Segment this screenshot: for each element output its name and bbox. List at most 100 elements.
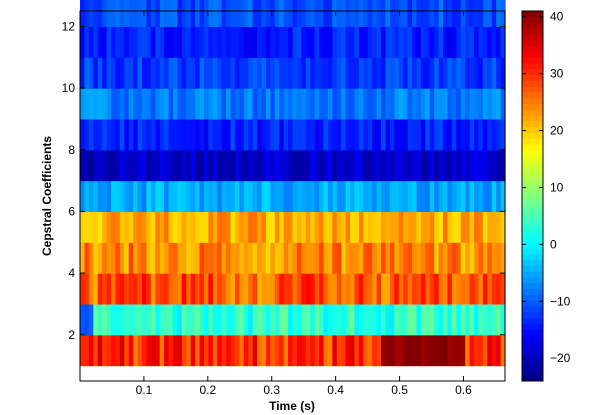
heatmap-cell: [168, 334, 174, 367]
heatmap-cell: [252, 303, 258, 336]
heatmap-cell: [429, 0, 435, 28]
heatmap-cell: [460, 273, 466, 305]
heatmap-cell: [261, 303, 267, 336]
heatmap-cell: [252, 180, 258, 213]
colorbar-tick-label: 20: [550, 124, 564, 138]
heatmap-cell: [168, 26, 174, 58]
colorbar-segment: [522, 178, 543, 185]
heatmap-cell: [438, 303, 444, 336]
y-tick-label: 6: [68, 204, 75, 218]
heatmap-cell: [239, 26, 245, 58]
heatmap-cell: [217, 273, 223, 305]
heatmap-cell: [434, 273, 440, 305]
heatmap-cell: [305, 149, 311, 182]
heatmap-cell: [128, 118, 134, 151]
heatmap-cell: [394, 334, 400, 367]
heatmap-cell: [301, 334, 307, 367]
heatmap-cell: [403, 242, 409, 274]
heatmap-cell: [327, 149, 333, 182]
heatmap-cell: [319, 334, 325, 367]
heatmap-cell: [93, 57, 99, 89]
heatmap-cell: [137, 273, 143, 305]
colorbar-segment: [522, 305, 543, 313]
colorbar-segment: [522, 34, 543, 41]
heatmap-cell: [367, 242, 373, 274]
heatmap-cell: [416, 0, 422, 28]
heatmap-cell: [248, 149, 254, 182]
heatmap-cell: [491, 88, 497, 120]
heatmap-cell: [195, 273, 201, 305]
heatmap-cell: [323, 180, 329, 213]
heatmap-cell: [487, 242, 493, 274]
heatmap-cell: [270, 334, 276, 367]
heatmap-cell: [217, 242, 223, 274]
heatmap-cell: [376, 303, 382, 336]
heatmap-cell: [345, 149, 351, 182]
heatmap-cell: [274, 303, 280, 336]
heatmap-cell: [496, 118, 502, 151]
heatmap-cell: [350, 88, 356, 120]
heatmap-cell: [469, 180, 475, 213]
heatmap-cell: [332, 149, 338, 182]
heatmap-cell: [305, 0, 311, 28]
heatmap-cell: [372, 334, 378, 367]
heatmap-cell: [128, 303, 134, 336]
heatmap-cell: [124, 149, 130, 182]
heatmap-cell: [367, 0, 373, 28]
heatmap-cell: [478, 242, 484, 274]
heatmap-cell: [434, 118, 440, 151]
heatmap-cell: [208, 273, 214, 305]
heatmap-cell: [150, 334, 156, 367]
heatmap-cell: [429, 211, 435, 243]
heatmap-cell: [261, 334, 267, 367]
heatmap-cell: [336, 57, 342, 89]
heatmap-cell: [296, 0, 302, 28]
heatmap-cell: [292, 26, 298, 58]
x-tick-label: 0.2: [199, 383, 216, 397]
heatmap-cell: [257, 149, 263, 182]
heatmap-cell: [385, 57, 391, 89]
heatmap-cell: [155, 57, 161, 89]
heatmap-cell: [310, 334, 316, 367]
heatmap-cell: [97, 0, 103, 28]
heatmap-cell: [314, 242, 320, 274]
heatmap-cell: [221, 180, 227, 213]
colorbar-segment: [522, 265, 543, 272]
heatmap-cell: [381, 303, 387, 336]
colorbar-segment: [522, 28, 543, 35]
heatmap-cell: [124, 303, 130, 336]
heatmap-cell: [332, 303, 338, 336]
heatmap-cell: [208, 88, 214, 120]
heatmap-cell: [478, 180, 484, 213]
heatmap-cell: [327, 211, 333, 243]
heatmap-cell: [323, 57, 329, 89]
heatmap-cell: [327, 273, 333, 305]
heatmap-cell: [434, 0, 440, 28]
heatmap-cell: [332, 0, 338, 28]
heatmap-cell: [310, 273, 316, 305]
heatmap-cell: [128, 57, 134, 89]
heatmap-cell: [279, 57, 285, 89]
heatmap-cell: [265, 211, 271, 243]
heatmap-cell: [234, 26, 240, 58]
heatmap-cell: [332, 26, 338, 58]
heatmap-cell: [88, 26, 94, 58]
heatmap-cell: [310, 0, 316, 28]
heatmap-cell: [150, 180, 156, 213]
colorbar-segment: [522, 161, 543, 168]
heatmap-cell: [301, 88, 307, 120]
heatmap-cell: [239, 334, 245, 367]
heatmap-cell: [115, 303, 121, 336]
heatmap-cell: [416, 149, 422, 182]
heatmap-cell: [496, 211, 502, 243]
heatmap-cell: [119, 273, 125, 305]
heatmap-cell: [257, 0, 263, 28]
heatmap-cell: [141, 149, 148, 182]
heatmap-cell: [460, 26, 466, 58]
heatmap-cell: [168, 180, 174, 213]
heatmap-cell: [319, 88, 325, 120]
heatmap-cell: [97, 242, 103, 274]
heatmap-cell: [292, 118, 298, 151]
heatmap-cell: [412, 88, 418, 120]
heatmap-cell: [115, 149, 121, 182]
